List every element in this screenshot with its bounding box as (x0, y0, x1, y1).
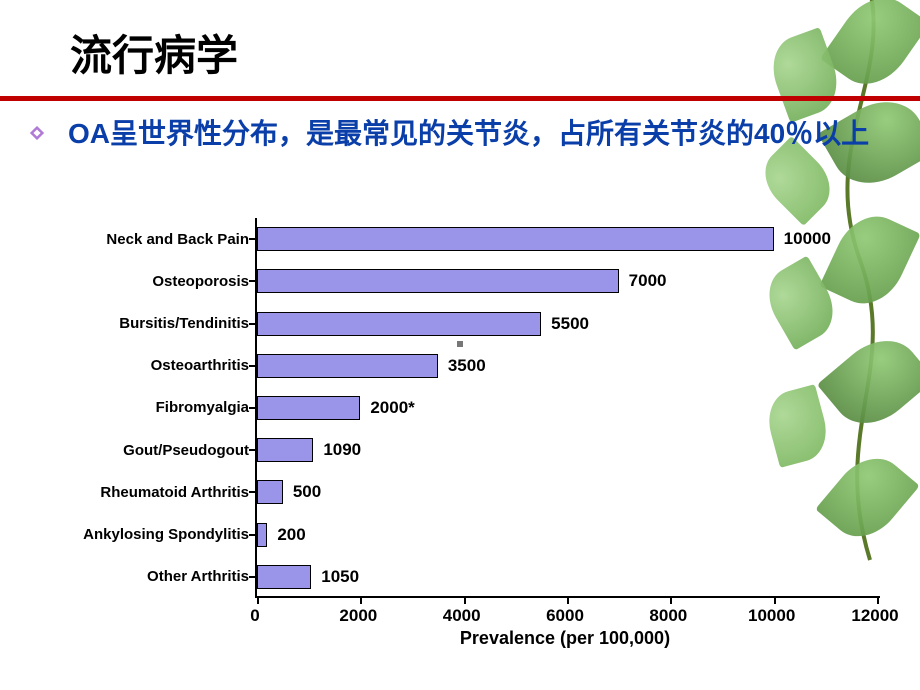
chart-bar (257, 354, 438, 378)
chart-bar-value: 2000* (370, 398, 414, 418)
slide: 流行病学 OA呈世界性分布，是最常见的关节炎，占所有关节炎的40％以上 Neck… (0, 0, 920, 690)
chart-category-label: Osteoporosis (65, 273, 255, 290)
chart-category-label: Bursitis/Tendinitis (65, 315, 255, 332)
chart-bar-value: 7000 (629, 271, 667, 291)
slide-title: 流行病学 (70, 22, 238, 83)
bullet-row: OA呈世界性分布，是最常见的关节炎，占所有关节炎的40％以上 (30, 112, 869, 155)
chart-x-tick-label: 0 (250, 606, 259, 626)
prevalence-chart: Neck and Back Pain Osteoporosis Bursitis/T… (65, 218, 880, 648)
accent-line (0, 96, 920, 101)
chart-bar (257, 227, 774, 251)
chart-x-tick-label: 12000 (851, 606, 898, 626)
title-text: 流行病学 (70, 32, 238, 79)
chart-bar (257, 523, 267, 547)
chart-bar (257, 312, 541, 336)
chart-x-tick-label: 4000 (443, 606, 481, 626)
chart-bar-value: 10000 (784, 229, 831, 249)
chart-bar-value: 1050 (321, 567, 359, 587)
chart-bar-value: 3500 (448, 356, 486, 376)
chart-x-tick-label: 2000 (339, 606, 377, 626)
chart-bar (257, 480, 283, 504)
diamond-bullet-icon (30, 126, 44, 140)
chart-category-label: Gout/Pseudogout (65, 442, 255, 459)
chart-category-label: Ankylosing Spondylitis (65, 526, 255, 543)
chart-bar (257, 565, 311, 589)
chart-category-label: Rheumatoid Arthritis (65, 484, 255, 501)
chart-bar-value: 1090 (323, 440, 361, 460)
chart-plot-area: 10000 7000 5500 3500 2000* 1090 500 200 1050 (255, 218, 880, 598)
chart-x-axis-title: Prevalence (per 100,000) (255, 628, 875, 649)
chart-category-label: Other Arthritis (65, 568, 255, 585)
chart-bar (257, 269, 619, 293)
chart-y-labels: Neck and Back Pain Osteoporosis Bursitis/T… (65, 218, 255, 598)
chart-bar (257, 396, 360, 420)
chart-x-ticks: 020004000600080001000012000 (255, 598, 875, 622)
chart-x-tick-label: 6000 (546, 606, 584, 626)
chart-x-tick-label: 8000 (649, 606, 687, 626)
chart-bar (257, 438, 313, 462)
chart-category-label: Fibromyalgia (65, 399, 255, 416)
chart-bar-value: 500 (293, 482, 321, 502)
chart-category-label: Osteoarthritis (65, 357, 255, 374)
chart-bar-value: 200 (277, 525, 305, 545)
chart-bar-value: 5500 (551, 314, 589, 334)
chart-x-tick-label: 10000 (748, 606, 795, 626)
chart-category-label: Neck and Back Pain (65, 231, 255, 248)
bullet-text: OA呈世界性分布，是最常见的关节炎，占所有关节炎的40％以上 (68, 112, 869, 155)
